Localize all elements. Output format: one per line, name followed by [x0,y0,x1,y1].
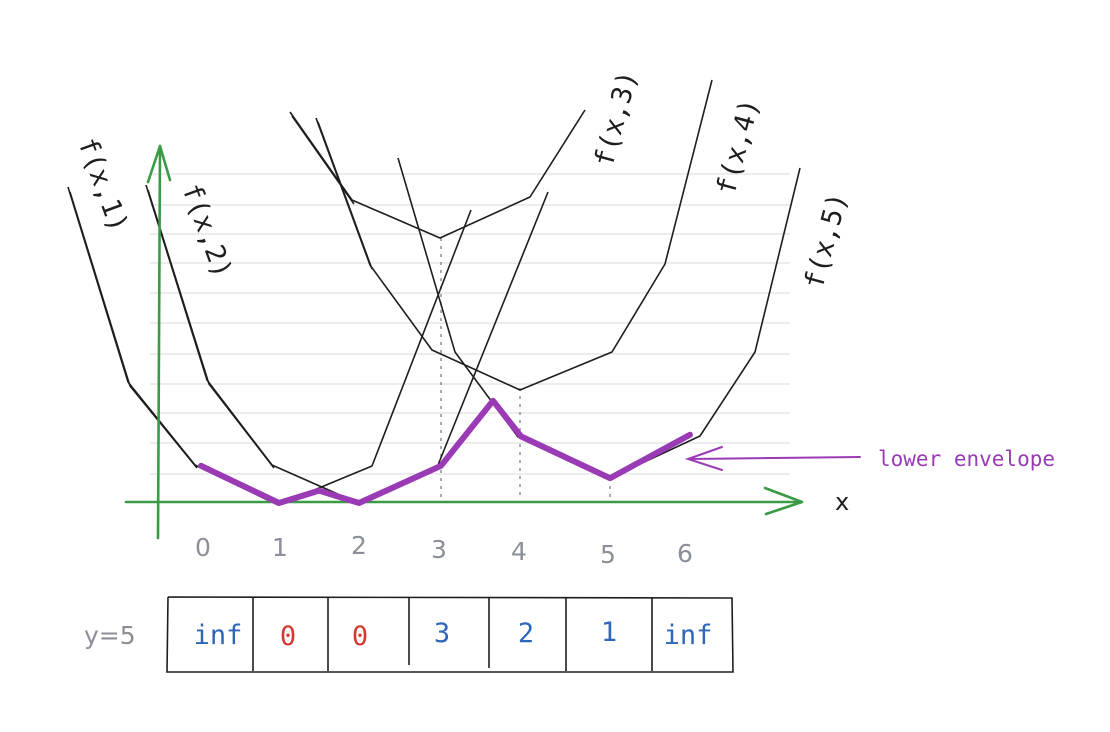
table-row-label: y=5 [84,621,136,650]
x-axis-label: x [835,488,849,516]
y-axis-arrowhead [146,144,172,184]
table-cell: inf [664,620,713,651]
x-axis-arrowhead [763,486,804,516]
table-cell: 1 [601,617,617,648]
table-cell: 0 [352,621,368,652]
lower-envelope-label: lower envelope [878,447,1055,471]
lower-envelope-line [198,397,693,506]
curve-f-x-3-edge [291,115,355,205]
curve-f-x-4 [315,79,713,391]
curve-label-f-x-4: f(x,4) [711,96,766,198]
curve-f-x-2-edge [147,189,275,469]
curve-f-x-4-edge [317,121,373,270]
x-axis [124,486,804,516]
x-tick-label: 3 [431,535,447,564]
curve-label-f-x-2: f(x,2) [175,180,237,282]
curve-label-f-x-3: f(x,3) [589,68,644,170]
x-tick-label: 1 [272,533,288,562]
x-tick-label: 0 [195,533,211,562]
table-cell: 3 [434,618,450,649]
y-axis [146,144,172,540]
curve-f-x-1-edge [69,191,198,469]
x-tick-label: 4 [511,537,527,566]
y-axis-line [156,146,162,540]
curve-f-x-5 [397,157,801,479]
x-tick-label: 6 [677,539,693,568]
table-values: inf 0 0 3 2 1 inf [194,617,713,652]
value-table [166,596,734,673]
x-tick-label: 5 [600,540,616,569]
x-tick-label: 2 [351,531,367,560]
curve-label-f-x-1: f(x,1) [71,134,133,236]
annotation-arrow-shaft [689,456,861,460]
curve-label-f-x-5: f(x,5) [799,190,854,292]
guide-lines [440,238,611,500]
table-cell: 2 [518,618,534,649]
table-cell: inf [194,620,243,651]
table-border [166,596,734,673]
table-cell: 0 [280,621,296,652]
x-tick-labels: 0 1 2 3 4 5 6 [195,531,693,569]
annotation-arrowhead [684,446,723,471]
envelope-annotation-arrow [684,446,861,471]
